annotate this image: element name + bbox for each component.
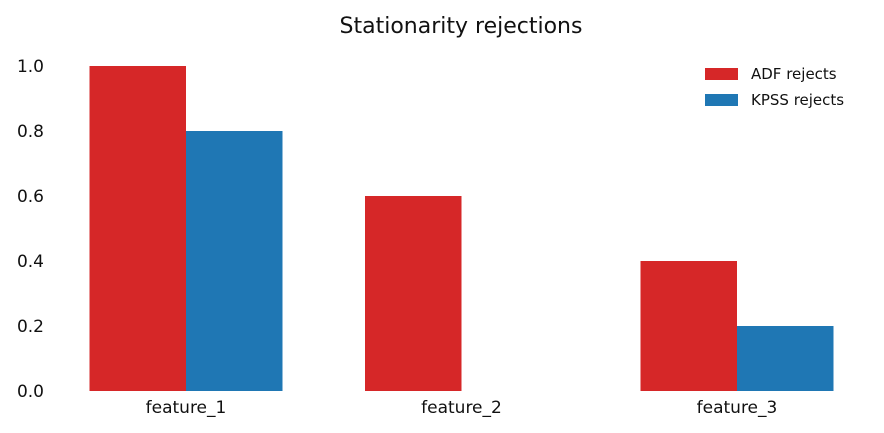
y-tick-label: 0.8 (17, 122, 44, 142)
legend-label: KPSS rejects (751, 91, 844, 109)
bar-adf-feature_3 (640, 261, 737, 391)
x-axis-ticks: feature_1 feature_2 feature_3 (146, 398, 778, 418)
y-tick-label: 0.6 (17, 187, 44, 207)
y-tick-label: 0.0 (17, 382, 44, 402)
legend-swatch (705, 94, 738, 106)
y-tick-label: 1.0 (17, 57, 44, 77)
x-tick-label: feature_2 (421, 398, 502, 418)
bar-kpss-feature_3 (737, 326, 834, 391)
y-tick-label: 0.2 (17, 317, 44, 337)
bar-kpss-feature_1 (186, 131, 283, 391)
legend-label: ADF rejects (751, 65, 837, 83)
legend-swatch (705, 68, 738, 80)
legend: ADF rejects KPSS rejects (705, 65, 844, 109)
bar-adf-feature_1 (89, 66, 186, 391)
bar-adf-feature_2 (365, 196, 462, 391)
bars-group (89, 66, 834, 391)
x-tick-label: feature_1 (146, 398, 227, 418)
y-axis-ticks: 0.0 0.2 0.4 0.6 0.8 1.0 (17, 57, 44, 402)
chart-title: Stationarity rejections (340, 14, 583, 39)
x-tick-label: feature_3 (697, 398, 778, 418)
y-tick-label: 0.4 (17, 252, 44, 272)
